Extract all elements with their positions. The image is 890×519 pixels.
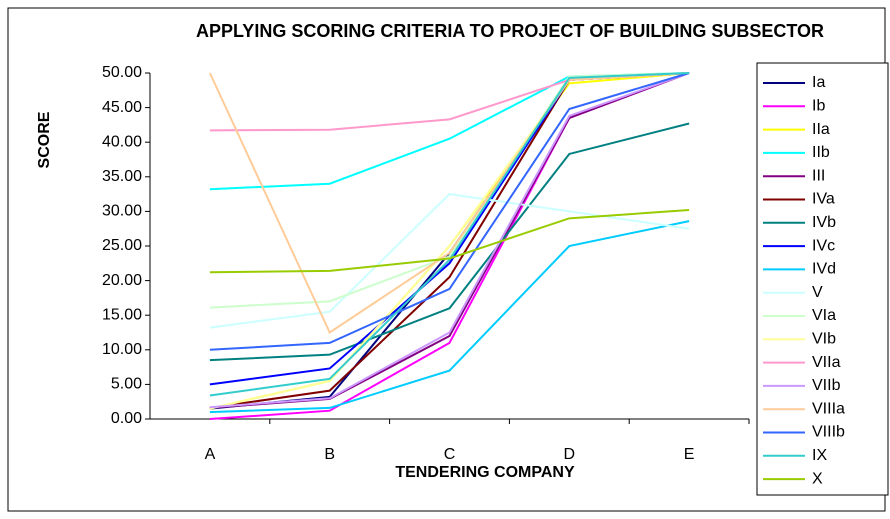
legend-label: IX	[812, 447, 827, 464]
y-tick-label: 35.00	[102, 168, 142, 185]
legend-label: III	[812, 167, 825, 184]
legend-label: IVb	[812, 214, 836, 231]
x-axis-label: TENDERING COMPANY	[395, 464, 575, 481]
x-tick-label: C	[444, 446, 456, 463]
legend-label: Ib	[812, 98, 825, 115]
chart-title: APPLYING SCORING CRITERIA TO PROJECT OF …	[195, 21, 825, 41]
series-line	[209, 193, 690, 329]
series-line	[208, 72, 690, 334]
legend-label: IVc	[812, 237, 835, 254]
x-tick-label: D	[564, 446, 576, 463]
y-tick-label: 20.00	[102, 272, 142, 289]
y-tick-label: 45.00	[102, 99, 142, 116]
y-tick-label: 15.00	[102, 306, 142, 323]
legend-label: VIIIb	[812, 424, 845, 441]
legend-label: IVa	[812, 191, 835, 208]
legend-label: VIIa	[812, 354, 841, 371]
series-line	[209, 72, 690, 351]
y-tick-label: 10.00	[102, 341, 142, 358]
x-tick-label: E	[684, 446, 695, 463]
legend-label: IIa	[812, 121, 830, 138]
legend-label: Ia	[812, 74, 825, 91]
series-line	[209, 122, 690, 362]
legend-label: VIIb	[812, 377, 841, 394]
legend-label: IVd	[812, 261, 836, 278]
series-line	[209, 209, 690, 274]
legend-label: X	[812, 470, 823, 487]
legend-label: VIb	[812, 331, 836, 348]
series-line	[209, 220, 690, 414]
legend-label: IIb	[812, 144, 830, 161]
y-tick-label: 30.00	[102, 203, 142, 220]
y-tick-label: 0.00	[111, 410, 142, 427]
series-line	[209, 72, 690, 397]
y-tick-label: 50.00	[102, 64, 142, 81]
legend-label: VIa	[812, 307, 836, 324]
y-tick-label: 5.00	[111, 376, 142, 393]
x-tick-label: A	[205, 446, 216, 463]
y-axis-label: SCORE	[36, 111, 53, 168]
series-line	[209, 72, 690, 409]
legend-label: VIIIa	[812, 400, 845, 417]
y-tick-label: 40.00	[102, 133, 142, 150]
y-tick-label: 25.00	[102, 237, 142, 254]
legend-label: V	[812, 284, 823, 301]
legend-box	[756, 62, 889, 496]
x-tick-label: B	[324, 446, 335, 463]
